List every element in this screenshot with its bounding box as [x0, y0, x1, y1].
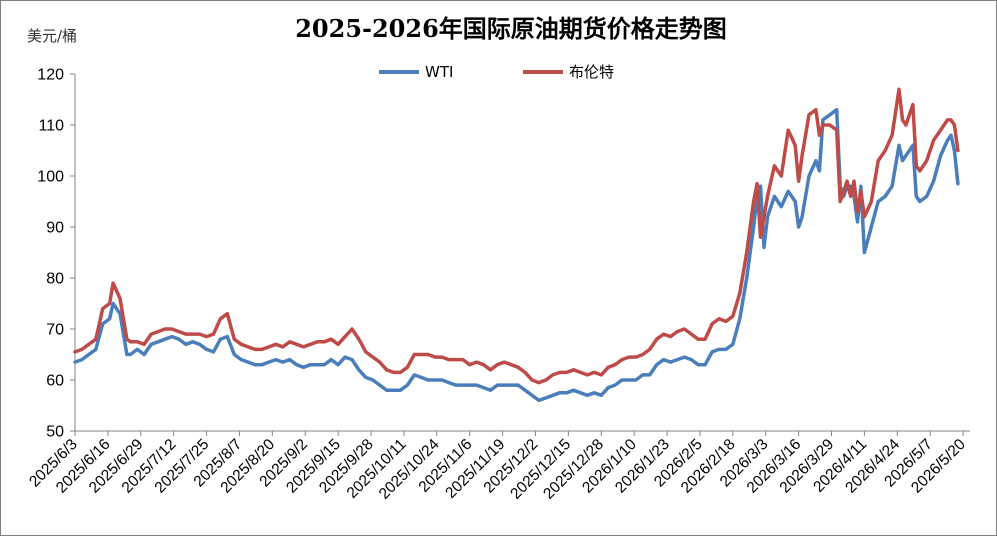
y-tick-label: 70 — [46, 322, 64, 339]
y-axis-ticks: 50 60 70 80 90 100 110 120 — [37, 67, 75, 441]
y-tick-label: 60 — [46, 373, 64, 390]
y-tick-label: 80 — [46, 271, 64, 288]
y-tick-label: 90 — [46, 220, 64, 237]
plot-area — [73, 87, 960, 403]
legend: WTI 布伦特 — [379, 63, 614, 81]
legend-label-brent: 布伦特 — [569, 63, 614, 81]
y-tick-label: 100 — [37, 169, 64, 186]
y-tick-label: 110 — [38, 118, 64, 135]
series-line-brent — [73, 87, 960, 385]
x-axis-ticks: 2025/6/32025/6/162025/6/292025/7/122025/… — [26, 431, 969, 503]
y-tick-label: 120 — [37, 67, 64, 84]
legend-label-wti: WTI — [425, 63, 453, 81]
y-tick-label: 50 — [46, 424, 64, 441]
series-line-wti — [73, 107, 960, 403]
chart-title: 2025-2026年国际原油期货价格走势图 — [295, 14, 727, 43]
axes — [74, 74, 970, 432]
y-axis-unit: 美元/桶 — [27, 27, 77, 45]
